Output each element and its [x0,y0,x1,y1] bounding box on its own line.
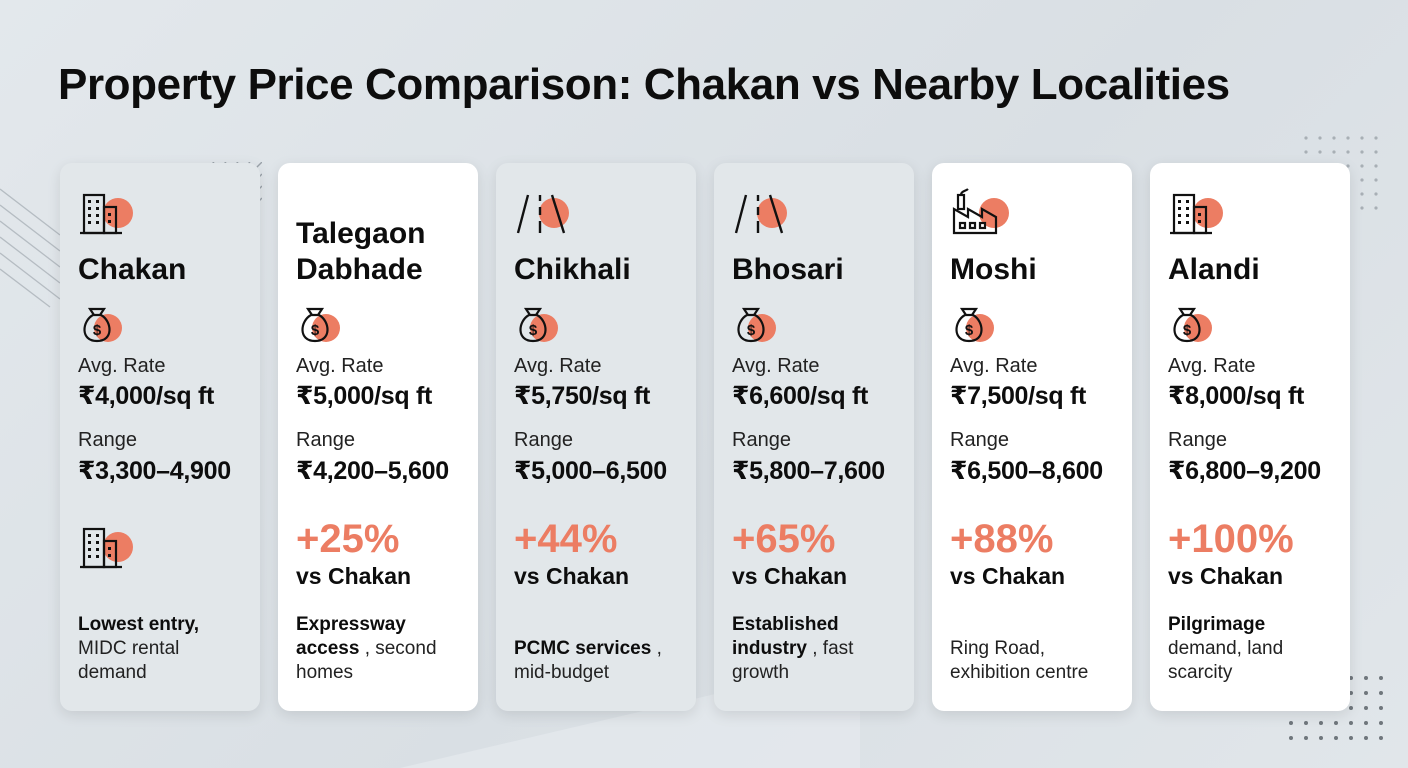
avg-rate-value: ₹4,000/sq ft [78,382,215,410]
avg-rate-value: ₹8,000/sq ft [1168,382,1305,410]
premium-percent: +25% [296,517,400,561]
avg-rate-label: Avg. Rate [296,355,384,377]
range-label: Range [78,429,137,451]
locality-name: Bhosari [732,252,844,286]
building-icon [78,187,134,237]
locality-card: Chikhali $ Avg. Rate ₹5,750/sq ft Range ₹5,… [496,163,696,711]
range-label: Range [514,429,573,451]
locality-name: Alandi [1168,252,1260,286]
locality-card: Moshi $ Avg. Rate ₹7,500/sq ft Range ₹6,500… [932,163,1132,711]
note-text: , mid-budget [514,638,662,683]
range-value: ₹5,800–7,600 [732,457,885,485]
locality-card: Talegaon Dabhade $ Avg. Rate ₹5,000/sq ft… [278,163,478,711]
svg-text:$: $ [93,322,102,339]
premium-percent: +44% [514,517,618,561]
vs-chakan-label: vs Chakan [950,563,1066,589]
money-bag-icon: $ [78,303,126,347]
note-highlight: Expressway access [296,614,406,659]
range-value: ₹3,300–4,900 [78,457,231,485]
locality-note: Ring Road, exhibition centre [950,637,1120,685]
money-bag-icon: $ [950,303,998,347]
note-text: demand, land scarcity [1168,638,1284,683]
building-icon [1168,187,1224,237]
vs-chakan-label: vs Chakan [1168,563,1284,589]
avg-rate-value: ₹5,750/sq ft [514,382,651,410]
avg-rate-label: Avg. Rate [514,355,602,377]
vs-chakan-label: vs Chakan [296,563,412,589]
svg-text:$: $ [1183,322,1192,339]
range-label: Range [296,429,355,451]
range-label: Range [1168,429,1227,451]
locality-name: Chakan [78,252,187,286]
locality-note: Established industry , fast growth [732,613,902,685]
locality-card: Bhosari $ Avg. Rate ₹6,600/sq ft Range ₹5,8… [714,163,914,711]
note-highlight: Established industry [732,614,839,659]
avg-rate-label: Avg. Rate [950,355,1038,377]
road-icon [732,187,788,237]
factory-icon [950,187,1009,237]
range-value: ₹6,500–8,600 [950,457,1103,485]
range-label: Range [950,429,1009,451]
locality-name: Chikhali [514,252,631,286]
locality-note: PCMC services , mid-budget [514,637,684,685]
road-icon [514,187,570,237]
avg-rate-label: Avg. Rate [1168,355,1256,377]
premium-percent: +65% [732,517,836,561]
note-text: , second homes [296,638,437,683]
avg-rate-label: Avg. Rate [732,355,820,377]
note-text: Ring Road, exhibition centre [950,638,1089,683]
note-highlight: Pilgrimage [1168,614,1266,635]
locality-card: Alandi $ Avg. Rate ₹8,000/sq ft Range ₹6,80… [1150,163,1350,711]
money-bag-icon: $ [732,303,780,347]
note-text: MIDC rental demand [78,638,180,683]
note-highlight: PCMC services [514,638,652,659]
range-value: ₹6,800–9,200 [1168,457,1321,485]
locality-note: Lowest entry, MIDC rental demand [78,613,248,685]
svg-text:$: $ [747,322,756,339]
avg-rate-label: Avg. Rate [78,355,166,377]
money-bag-icon: $ [514,303,562,347]
avg-rate-value: ₹6,600/sq ft [732,382,869,410]
locality-cards: Chakan $ Avg. Rate ₹4,000/sq ft Range ₹3,30… [60,163,1350,711]
vs-chakan-label: vs Chakan [732,563,848,589]
locality-note: Pilgrimage demand, land scarcity [1168,613,1338,685]
svg-text:$: $ [311,322,320,339]
note-highlight: Lowest entry, [78,614,200,635]
building-icon [78,521,134,571]
premium-percent: +100% [1168,517,1294,561]
money-bag-icon: $ [296,303,344,347]
vs-chakan-label: vs Chakan [514,563,630,589]
locality-name: Moshi [950,252,1037,286]
range-value: ₹5,000–6,500 [514,457,667,485]
avg-rate-value: ₹7,500/sq ft [950,382,1087,410]
range-label: Range [732,429,791,451]
premium-percent: +88% [950,517,1054,561]
note-text: , fast growth [732,638,854,683]
locality-name: Talegaon Dabhade [296,217,426,286]
range-value: ₹4,200–5,600 [296,457,449,485]
money-bag-icon: $ [1168,303,1216,347]
page-title: Property Price Comparison: Chakan vs Nea… [58,60,1230,109]
avg-rate-value: ₹5,000/sq ft [296,382,433,410]
locality-card: Chakan $ Avg. Rate ₹4,000/sq ft Range ₹3,30… [60,163,260,711]
svg-text:$: $ [529,322,538,339]
svg-text:$: $ [965,322,974,339]
locality-note: Expressway access , second homes [296,613,466,685]
